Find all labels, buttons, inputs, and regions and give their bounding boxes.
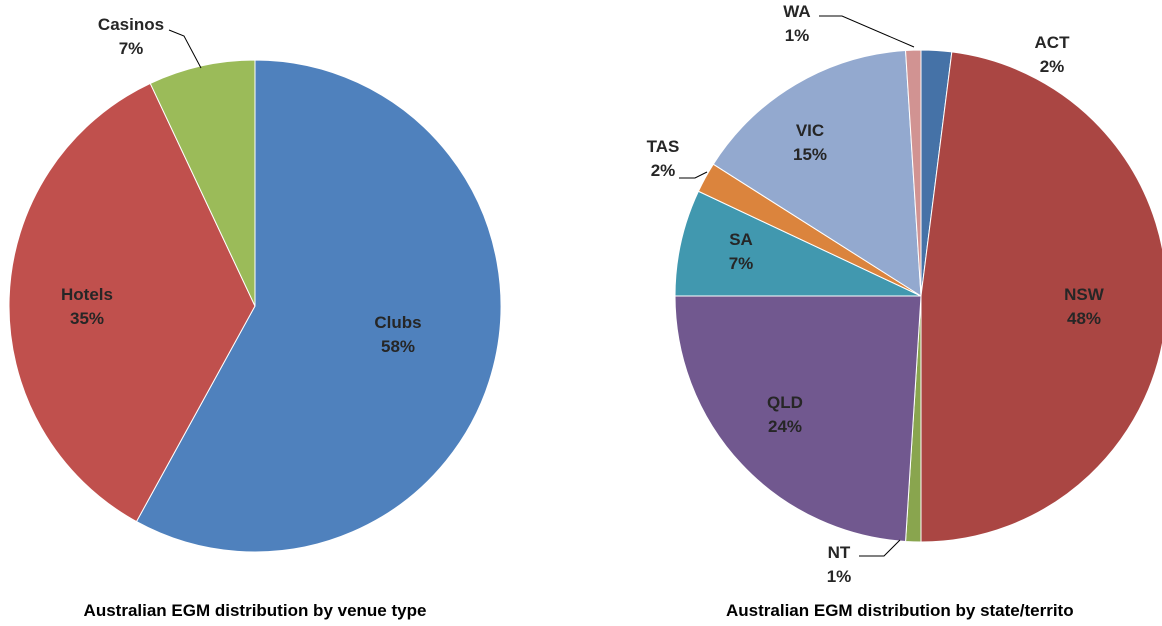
slice-label-qld: QLD (767, 393, 803, 412)
slice-value-act: 2% (1040, 57, 1065, 76)
venue-type-pie-chart: Clubs 58% Hotels 35% Casinos 7% Australian EG… (8, 15, 502, 620)
slice-label-nsw: NSW (1064, 285, 1105, 304)
venue-type-leader-lines (168, 29, 202, 69)
slice-label-hotels: Hotels (61, 285, 113, 304)
state-territory-leader-lines (679, 15, 915, 557)
leader-line-wa (819, 15, 915, 48)
slice-value-tas: 2% (651, 161, 676, 180)
slice-value-casinos: 7% (119, 39, 144, 58)
slice-label-vic: VIC (796, 121, 824, 140)
slice-label-wa: WA (783, 2, 810, 21)
pie-slice-casinos (149, 59, 256, 307)
pie-slice-qld (674, 295, 922, 543)
slice-value-clubs: 58% (381, 337, 415, 356)
state-territory-labels: ACT 2% NSW 48% NT 1% QLD 24% SA 7% TAS 2% VIC 15% WA 1% (647, 2, 1105, 586)
slice-value-hotels: 35% (70, 309, 104, 328)
pie-slice-wa (905, 49, 922, 297)
slice-label-act: ACT (1035, 33, 1071, 52)
slice-value-qld: 24% (768, 417, 802, 436)
pie-slice-nsw (920, 51, 1162, 543)
leader-line-nt (859, 539, 901, 557)
venue-type-slices (8, 59, 502, 553)
slice-value-sa: 7% (729, 254, 754, 273)
pie-slice-clubs (135, 59, 502, 553)
state-territory-chart-title: Australian EGM distribution by state/ter… (726, 601, 1074, 620)
slice-label-nt: NT (828, 543, 851, 562)
slice-value-wa: 1% (785, 26, 810, 45)
slice-label-clubs: Clubs (374, 313, 421, 332)
pie-slice-sa (674, 190, 922, 297)
slice-label-casinos: Casinos (98, 15, 164, 34)
pie-slice-hotels (8, 82, 256, 523)
slice-value-nt: 1% (827, 567, 852, 586)
state-territory-slices (674, 49, 1162, 543)
venue-type-labels: Clubs 58% Hotels 35% Casinos 7% (61, 15, 422, 356)
leader-line-casinos (168, 29, 202, 69)
slice-value-vic: 15% (793, 145, 827, 164)
pie-slice-vic (712, 49, 922, 297)
slice-label-tas: TAS (647, 137, 680, 156)
leader-line-tas (679, 171, 708, 179)
slice-value-nsw: 48% (1067, 309, 1101, 328)
slice-label-sa: SA (729, 230, 753, 249)
venue-type-chart-title: Australian EGM distribution by venue typ… (84, 601, 427, 620)
state-territory-pie-chart: ACT 2% NSW 48% NT 1% QLD 24% SA 7% TAS 2% VIC 15% WA 1%… (647, 2, 1162, 620)
